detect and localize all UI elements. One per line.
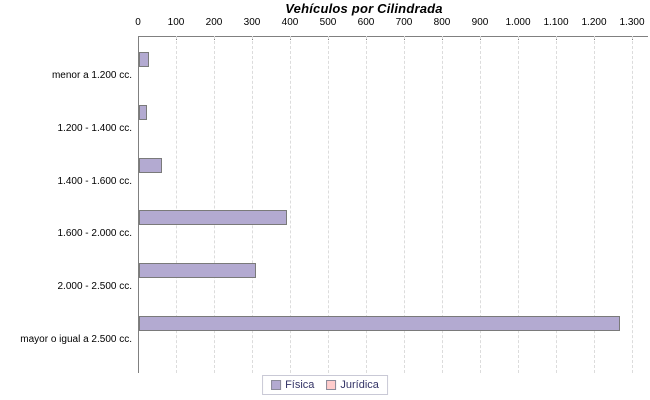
x-axis-tick-label: 600 — [357, 17, 375, 28]
category-label: 2.000 - 2.500 cc. — [57, 281, 133, 293]
category-label: 1.200 - 1.400 cc. — [57, 122, 133, 134]
x-axis-tick-label: 100 — [167, 17, 185, 28]
category-label: 1.600 - 2.000 cc. — [57, 228, 133, 240]
legend-label-juridica: Jurídica — [340, 379, 379, 391]
x-axis-tick-label: 1.200 — [581, 17, 607, 28]
gridline — [632, 36, 633, 373]
x-axis-tick-label: 700 — [395, 17, 413, 28]
bar-fisica — [139, 210, 287, 226]
x-axis-tick-label: 800 — [433, 17, 451, 28]
bar-fisica — [139, 157, 162, 173]
category-label: mayor o igual a 2.500 cc. — [20, 334, 132, 345]
gridline — [594, 36, 595, 373]
x-axis-tick-label: 1.000 — [505, 17, 531, 28]
juridica-swatch-icon — [326, 380, 337, 390]
gridline — [404, 36, 405, 373]
x-axis-tick-label: 0 — [135, 17, 141, 28]
x-axis-tick-label: 500 — [319, 17, 337, 28]
gridline — [176, 36, 177, 373]
gridline — [480, 36, 481, 373]
gridline — [290, 36, 291, 373]
x-axis-tick-label: 900 — [471, 17, 489, 28]
bar-fisica — [139, 52, 149, 67]
gridline — [518, 36, 519, 373]
bar-fisica — [139, 316, 620, 331]
x-axis-line — [138, 36, 648, 37]
x-axis-tick-label: 1.300 — [619, 17, 645, 28]
x-axis-tick-label: 300 — [243, 17, 261, 28]
gridline — [442, 36, 443, 373]
x-axis-tick-label: 200 — [205, 17, 223, 28]
legend-item-fisica: Física — [271, 379, 314, 391]
category-label: menor a 1.200 cc. — [51, 70, 132, 81]
category-label: 1.400 - 1.600 cc. — [57, 175, 133, 187]
legend-label-fisica: Física — [285, 379, 315, 391]
chart-title: Vehículos por Cilindrada — [285, 1, 443, 16]
gridline — [366, 36, 367, 373]
bar-fisica — [139, 104, 147, 120]
legend: Física Jurídica — [262, 375, 388, 395]
legend-item-juridica: Jurídica — [326, 379, 379, 391]
y-axis-line — [138, 36, 139, 373]
fisica-swatch-icon — [271, 380, 282, 390]
gridline — [556, 36, 557, 373]
bar-fisica — [139, 263, 256, 279]
gridline — [328, 36, 329, 373]
x-axis-tick-label: 400 — [281, 17, 299, 28]
gridline — [252, 36, 253, 373]
gridline — [214, 36, 215, 373]
x-axis-tick-label: 1.100 — [543, 17, 569, 28]
